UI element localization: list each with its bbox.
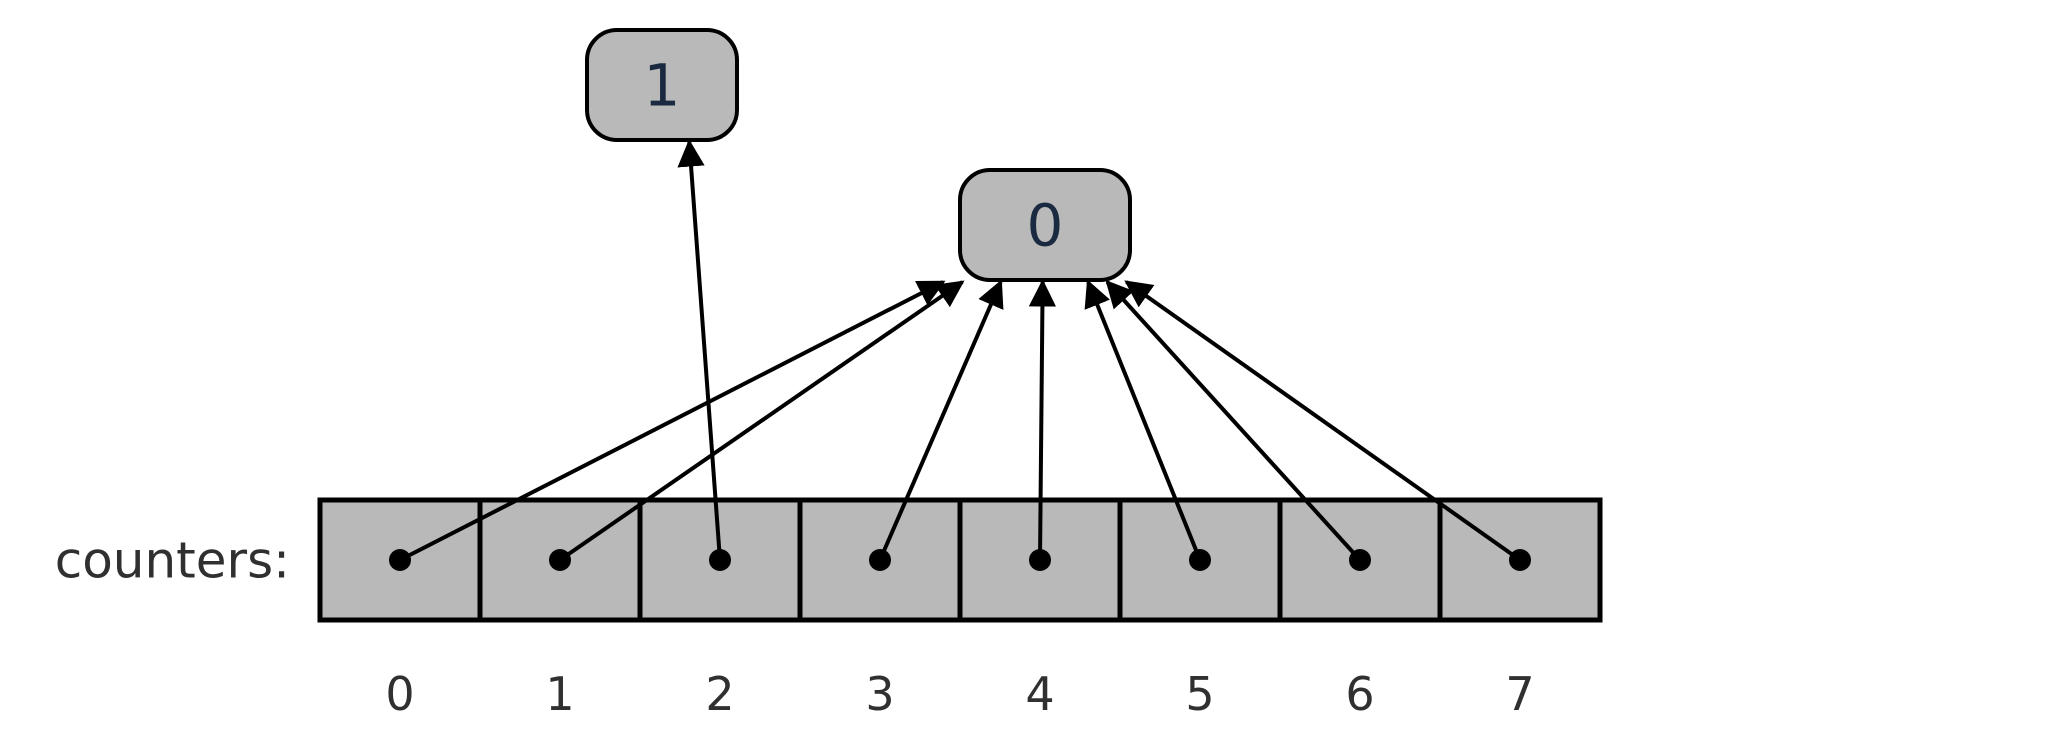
cell-index: 0 [385, 667, 414, 721]
cell-index: 5 [1185, 667, 1214, 721]
cell-index: 2 [705, 667, 734, 721]
node-0: 0 [960, 170, 1130, 280]
node-label: 0 [1027, 191, 1064, 259]
cell-index: 4 [1025, 667, 1054, 721]
counters-array: 0 1 2 3 4 5 6 7 [320, 500, 1600, 721]
cell-index: 1 [545, 667, 574, 721]
pointer-edge [689, 142, 720, 560]
cell-index: 7 [1505, 667, 1534, 721]
cell-index: 6 [1345, 667, 1374, 721]
cell-index: 3 [865, 667, 894, 721]
node-label: 1 [644, 51, 681, 119]
value-nodes: 10 [587, 30, 1130, 280]
diagram-canvas: 01234567counters:10 [0, 0, 2048, 744]
pointer-edge [1040, 282, 1043, 560]
array-label: counters: [55, 532, 290, 590]
node-1: 1 [587, 30, 737, 140]
